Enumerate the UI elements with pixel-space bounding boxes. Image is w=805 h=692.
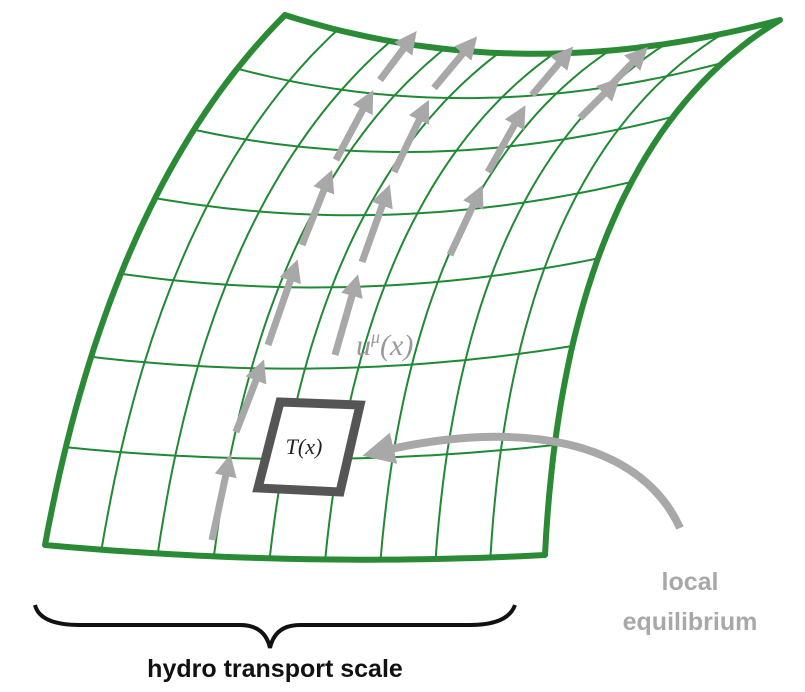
- brace: [35, 605, 515, 648]
- brace-label: hydro transport scale: [147, 655, 403, 683]
- grid-line: [121, 258, 598, 287]
- grid-line: [91, 346, 572, 369]
- grid-line: [194, 117, 673, 152]
- callout-arrow: [378, 437, 680, 528]
- grid-line: [490, 34, 722, 558]
- diagram: T(x) uμ(x) local equilibrium hydro trans…: [0, 0, 805, 692]
- temperature-label: T(x): [286, 434, 323, 459]
- sheet-grid: [66, 30, 723, 560]
- callout-label: local: [662, 568, 719, 596]
- velocity-label: uμ(x): [356, 327, 413, 362]
- grid-line: [325, 54, 554, 560]
- callout-label: equilibrium: [623, 608, 758, 636]
- grid-line: [155, 182, 631, 215]
